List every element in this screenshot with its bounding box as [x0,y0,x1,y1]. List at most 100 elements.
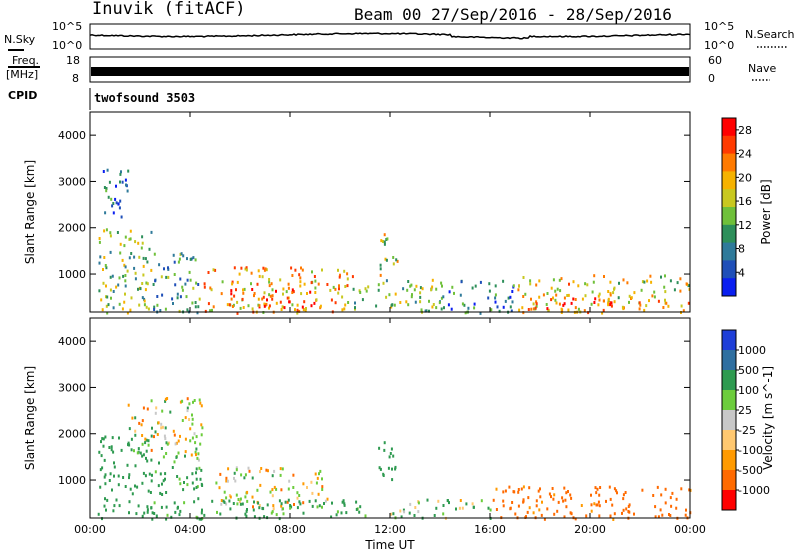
power-cell [230,297,233,301]
power-cell [129,237,132,241]
power-cell [431,278,434,282]
velocity-cell [151,473,153,477]
freq-label: Freq. [12,54,39,67]
velocity-cell [321,505,323,509]
power-colorbar-swatch [722,153,736,172]
velocity-cell [528,486,531,490]
power-cell [601,311,604,315]
power-cell [236,280,239,284]
power-cell [194,305,197,309]
velocity-cell [243,476,246,480]
velocity-cell [541,500,543,504]
power-cell [242,288,244,292]
power-cell [554,298,557,302]
velocity-cell [345,511,348,515]
power-colorbar-frame [721,117,737,297]
power-cell [555,301,558,305]
power-cell [334,301,337,305]
power-cell [413,288,416,292]
power-cell [315,298,318,302]
velocity-cell [175,441,178,445]
power-cell [256,282,259,286]
power-cell [176,296,179,300]
power-cell [268,306,270,310]
velocity-cell [150,479,153,483]
power-cell [98,289,101,293]
velocity-cell [296,496,299,500]
velocity-cell [131,492,134,496]
velocity-cell [661,513,664,517]
power-cell [612,291,615,295]
power-cell [163,267,165,271]
power-cell [552,278,555,282]
power-cell [566,294,569,297]
velocity-cell [177,451,180,455]
power-cell [546,292,549,295]
power-cell [407,280,410,283]
velocity-cell [400,515,403,519]
power-cell [313,275,316,278]
power-heatmap [98,168,691,315]
velocity-cell [124,485,127,488]
power-cell [111,204,114,208]
power-cell [630,296,633,300]
velocity-cell [251,476,254,480]
x-tick-label: 00:00 [674,523,706,536]
power-colorbar-tick-label: 8 [738,243,745,256]
velocity-cell [316,505,319,509]
power-cell [660,275,662,279]
velocity-cell [311,491,314,495]
power-cell [102,268,104,271]
power-cell [214,268,217,272]
power-cell [662,306,665,309]
nsky-trace [89,32,691,40]
velocity-cell [627,505,630,508]
velocity-cell [539,487,541,491]
power-cell [538,279,541,283]
velocity-cell [183,481,185,484]
velocity-cell [252,505,254,509]
power-cell [494,300,497,304]
power-cell [121,180,124,184]
power-cell [530,297,532,301]
velocity-cell [160,447,163,450]
velocity-cell [502,490,505,494]
velocity-cell [100,440,102,444]
power-cell [236,300,239,304]
velocity-cell [199,442,202,446]
velocity-cell [326,497,329,501]
velocity-cell [127,403,130,407]
power-cell [346,277,349,281]
power-cell [447,303,450,307]
y-tick-label: 2000 [58,428,86,441]
velocity-cell [288,479,291,483]
velocity-colorbar-tick-label: 500 [738,364,759,377]
power-cell [346,284,349,288]
velocity-cell [522,498,525,502]
velocity-cell [585,514,588,518]
power-cell [112,306,115,310]
power-cell [99,255,102,259]
power-cell [494,293,497,297]
power-cell [178,309,181,313]
velocity-cell [161,493,164,496]
velocity-cell [174,510,177,514]
velocity-cell [120,448,123,452]
power-cell [268,280,271,284]
velocity-cell [104,482,107,486]
velocity-cell [133,449,135,453]
power-cell [112,211,115,215]
velocity-cell [139,451,142,455]
velocity-cell [379,467,382,471]
velocity-cell [253,500,255,504]
velocity-cell [259,483,262,487]
power-cell [424,309,427,313]
velocity-panel: 00:00 04:00 08:00 12:00 16:00 20:00 00:00 1000… [23,317,775,552]
velocity-cell [198,466,201,470]
velocity-cell [186,406,189,410]
velocity-cell [219,512,222,516]
y-tick-label: 4000 [58,335,86,348]
velocity-cell [442,512,445,516]
power-cell [607,297,610,301]
power-cell [107,303,110,307]
